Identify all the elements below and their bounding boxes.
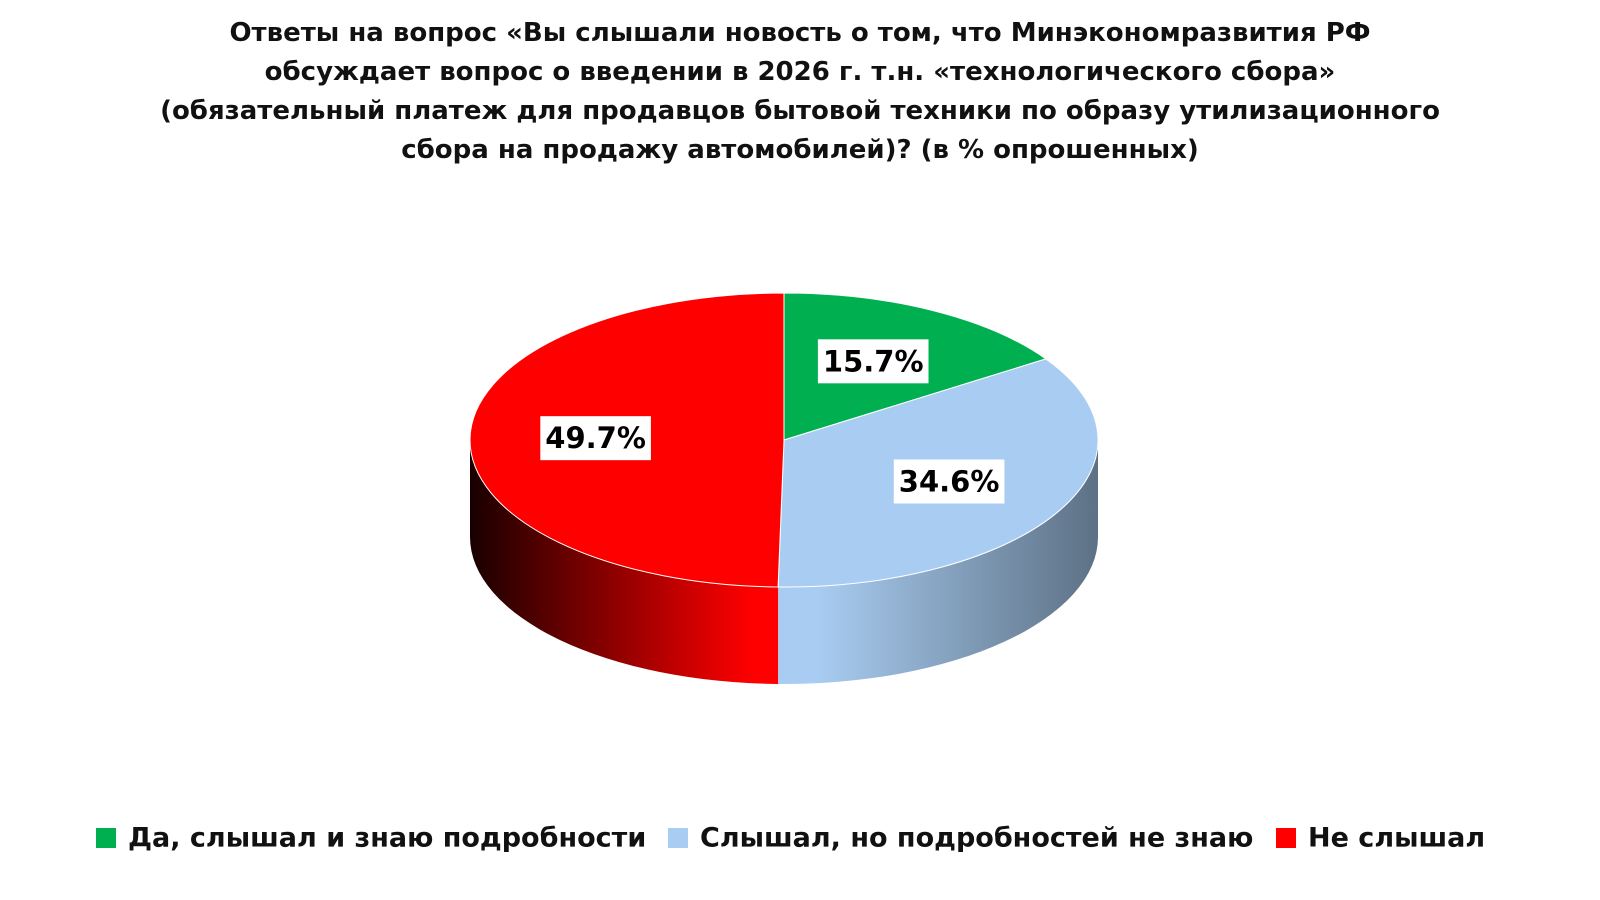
value-label: 15.7% (823, 344, 924, 378)
legend-label: Не слышал (1308, 823, 1485, 854)
label-box (540, 416, 651, 461)
legend-swatch (668, 828, 688, 848)
label-box (893, 459, 1005, 504)
slice-side (778, 440, 1098, 685)
chart-title: Ответы на вопрос «Вы слышали новость о т… (160, 18, 1440, 165)
slice-side (470, 440, 779, 684)
legend-swatch (1276, 828, 1296, 848)
legend-swatch (96, 828, 116, 848)
value-label: 34.6% (899, 464, 1000, 498)
legend-label: Да, слышал и знаю подробности (128, 823, 646, 854)
legend-label: Слышал, но подробностей не знаю (700, 823, 1253, 854)
value-label: 49.7% (545, 421, 646, 455)
label-box (817, 339, 929, 384)
